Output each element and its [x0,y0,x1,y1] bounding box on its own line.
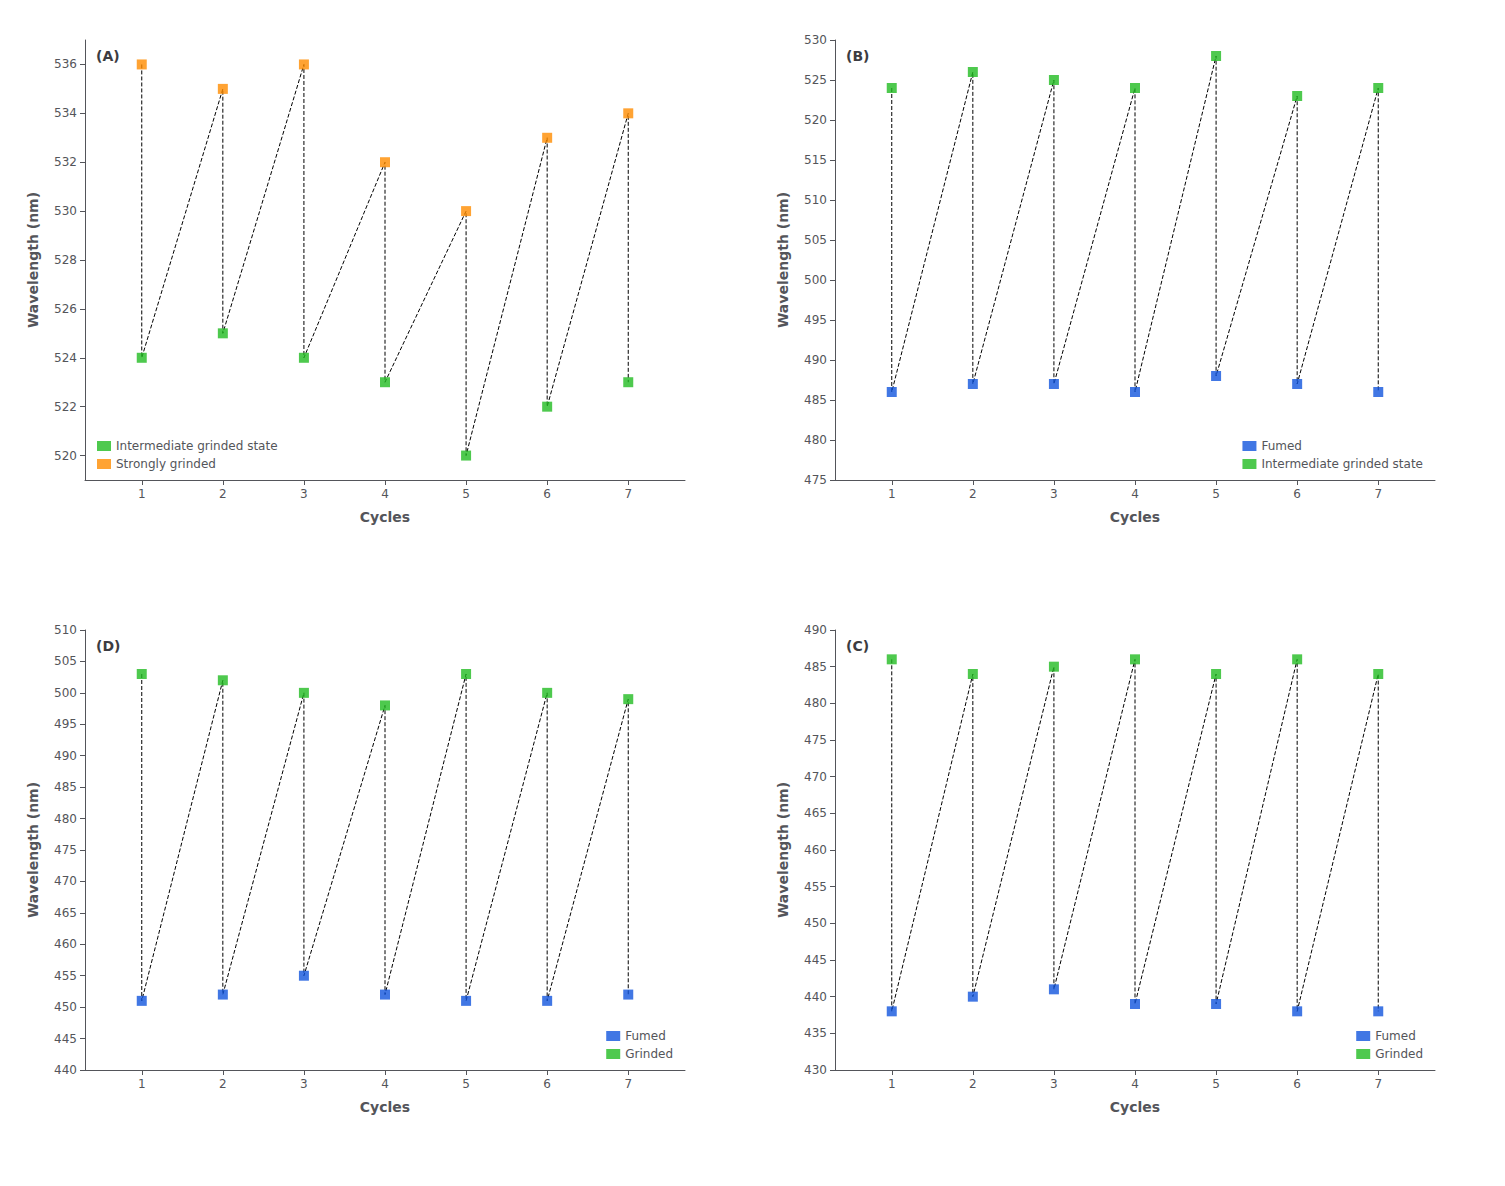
svg-text:536: 536 [54,57,77,71]
svg-text:Cycles: Cycles [360,509,410,525]
svg-text:490: 490 [804,623,827,637]
svg-text:Intermediate grinded state: Intermediate grinded state [1261,457,1423,471]
svg-text:1: 1 [888,1077,896,1091]
svg-text:532: 532 [54,155,77,169]
svg-text:4: 4 [1131,1077,1139,1091]
svg-text:485: 485 [54,780,77,794]
svg-text:520: 520 [54,449,77,463]
svg-text:530: 530 [54,204,77,218]
svg-text:7: 7 [624,487,632,501]
svg-text:3: 3 [1050,487,1058,501]
svg-text:495: 495 [54,717,77,731]
svg-text:485: 485 [804,660,827,674]
svg-text:1: 1 [138,1077,146,1091]
svg-text:480: 480 [54,812,77,826]
svg-text:3: 3 [300,487,308,501]
svg-text:Wavelength (nm): Wavelength (nm) [25,192,41,328]
svg-text:3: 3 [1050,1077,1058,1091]
svg-text:1: 1 [888,487,896,501]
svg-text:520: 520 [804,113,827,127]
svg-text:500: 500 [804,273,827,287]
svg-text:465: 465 [804,806,827,820]
svg-text:435: 435 [804,1026,827,1040]
svg-text:Strongly grinded: Strongly grinded [116,457,216,471]
svg-text:Grinded: Grinded [1375,1047,1423,1061]
svg-text:5: 5 [462,1077,470,1091]
svg-text:Cycles: Cycles [1110,1099,1160,1115]
svg-text:495: 495 [804,313,827,327]
svg-text:4: 4 [381,1077,389,1091]
svg-text:(B): (B) [846,48,869,64]
svg-text:Wavelength (nm): Wavelength (nm) [775,192,791,328]
svg-text:450: 450 [804,916,827,930]
svg-text:505: 505 [804,233,827,247]
svg-text:Fumed: Fumed [625,1029,666,1043]
svg-text:450: 450 [54,1000,77,1014]
svg-text:6: 6 [543,487,551,501]
svg-text:470: 470 [54,874,77,888]
svg-text:Fumed: Fumed [1375,1029,1416,1043]
svg-text:1: 1 [138,487,146,501]
svg-text:4: 4 [1131,487,1139,501]
svg-text:510: 510 [54,623,77,637]
svg-text:440: 440 [804,990,827,1004]
svg-text:480: 480 [804,433,827,447]
svg-text:445: 445 [54,1032,77,1046]
svg-text:490: 490 [804,353,827,367]
svg-text:525: 525 [804,73,827,87]
svg-text:5: 5 [1212,487,1220,501]
svg-text:7: 7 [624,1077,632,1091]
svg-text:475: 475 [804,733,827,747]
svg-text:510: 510 [804,193,827,207]
svg-text:6: 6 [1293,1077,1301,1091]
svg-text:7: 7 [1374,1077,1382,1091]
svg-text:3: 3 [300,1077,308,1091]
svg-text:475: 475 [804,473,827,487]
svg-text:7: 7 [1374,487,1382,501]
svg-text:6: 6 [543,1077,551,1091]
svg-text:445: 445 [804,953,827,967]
svg-text:2: 2 [969,487,977,501]
svg-text:500: 500 [54,686,77,700]
svg-text:470: 470 [804,770,827,784]
svg-text:(C): (C) [846,638,869,654]
svg-text:5: 5 [462,487,470,501]
svg-text:522: 522 [54,400,77,414]
svg-text:430: 430 [804,1063,827,1077]
svg-text:Cycles: Cycles [360,1099,410,1115]
svg-text:440: 440 [54,1063,77,1077]
svg-text:455: 455 [804,880,827,894]
svg-text:465: 465 [54,906,77,920]
svg-text:Fumed: Fumed [1261,439,1302,453]
svg-text:526: 526 [54,302,77,316]
svg-text:530: 530 [804,33,827,47]
svg-text:528: 528 [54,253,77,267]
svg-text:524: 524 [54,351,77,365]
svg-text:2: 2 [219,487,227,501]
svg-text:5: 5 [1212,1077,1220,1091]
svg-text:505: 505 [54,654,77,668]
svg-text:2: 2 [219,1077,227,1091]
svg-text:490: 490 [54,749,77,763]
svg-text:460: 460 [54,937,77,951]
svg-text:(D): (D) [96,638,120,654]
svg-text:534: 534 [54,106,77,120]
svg-text:480: 480 [804,696,827,710]
svg-text:4: 4 [381,487,389,501]
svg-text:460: 460 [804,843,827,857]
svg-text:515: 515 [804,153,827,167]
svg-text:Cycles: Cycles [1110,509,1160,525]
svg-text:455: 455 [54,969,77,983]
svg-text:485: 485 [804,393,827,407]
svg-text:Wavelength (nm): Wavelength (nm) [775,782,791,918]
svg-text:475: 475 [54,843,77,857]
svg-text:Wavelength (nm): Wavelength (nm) [25,782,41,918]
svg-text:6: 6 [1293,487,1301,501]
svg-text:Intermediate grinded state: Intermediate grinded state [116,439,278,453]
svg-text:2: 2 [969,1077,977,1091]
svg-text:Grinded: Grinded [625,1047,673,1061]
svg-text:(A): (A) [96,48,120,64]
